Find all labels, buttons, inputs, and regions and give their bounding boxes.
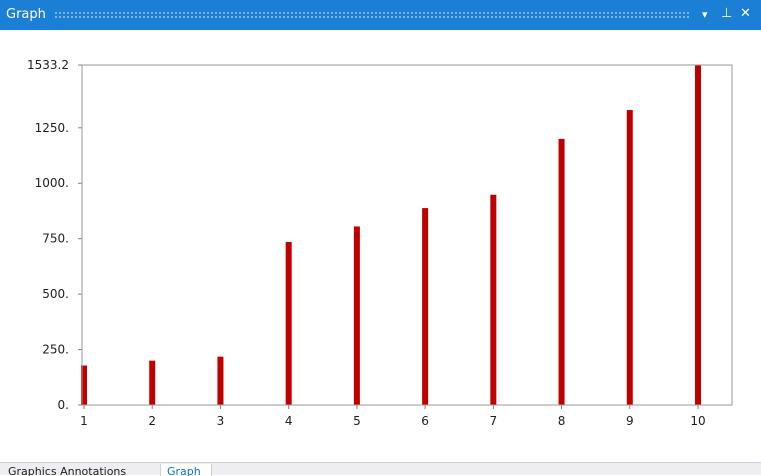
x-tick-label: 1: [80, 414, 88, 428]
plot-frame: [81, 64, 733, 406]
y-tick-label: 500.: [42, 287, 69, 301]
titlebar-grip[interactable]: [54, 11, 689, 19]
x-tick-label: 10: [690, 414, 705, 428]
x-tick-label: 4: [285, 414, 293, 428]
tab-graph[interactable]: Graph: [160, 464, 212, 476]
panel-titlebar: Graph ▾ ⊥ ✕: [0, 0, 761, 30]
bar-3: [217, 356, 224, 405]
bar-8: [558, 138, 565, 405]
x-tick-label: 5: [353, 414, 361, 428]
chart-area: 0. 250. 500. 750. 1000. 1250. 1533.2 1 2 3 4 5 6 7 8 9…: [0, 30, 761, 462]
y-tick-label: 1000.: [35, 176, 69, 190]
bar-10: [695, 65, 701, 405]
x-tick-label: 9: [626, 414, 634, 428]
bar-7: [490, 194, 497, 405]
y-tick-label: 1250.: [35, 121, 69, 135]
bar-4: [285, 242, 292, 405]
x-tick-label: 6: [421, 414, 429, 428]
bar-chart: 0. 250. 500. 750. 1000. 1250. 1533.2 1 2 3 4 5 6 7 8 9…: [27, 58, 733, 428]
dropdown-icon[interactable]: ▾: [702, 8, 708, 21]
bar-6: [422, 208, 429, 405]
y-tick-label: 1533.2: [27, 58, 69, 72]
y-tick-label: 250.: [42, 343, 69, 357]
panel-title: Graph: [6, 7, 46, 22]
bar-5: [353, 226, 360, 405]
y-tick-label: 750.: [42, 232, 69, 246]
y-tick-label: 0.: [58, 398, 69, 412]
x-tick-label: 2: [148, 414, 156, 428]
bar-9: [626, 110, 633, 405]
pin-icon[interactable]: ⊥: [721, 6, 733, 21]
x-tick-label: 3: [217, 414, 225, 428]
x-tick-label: 7: [490, 414, 498, 428]
bottom-tab-strip: Graphics Annotations Graph: [0, 462, 761, 476]
bar-1: [81, 365, 87, 405]
close-icon[interactable]: ✕: [740, 6, 751, 21]
tab-graphics-annotations[interactable]: Graphics Annotations: [8, 465, 127, 476]
x-tick-label: 8: [558, 414, 566, 428]
bar-2: [149, 360, 156, 405]
